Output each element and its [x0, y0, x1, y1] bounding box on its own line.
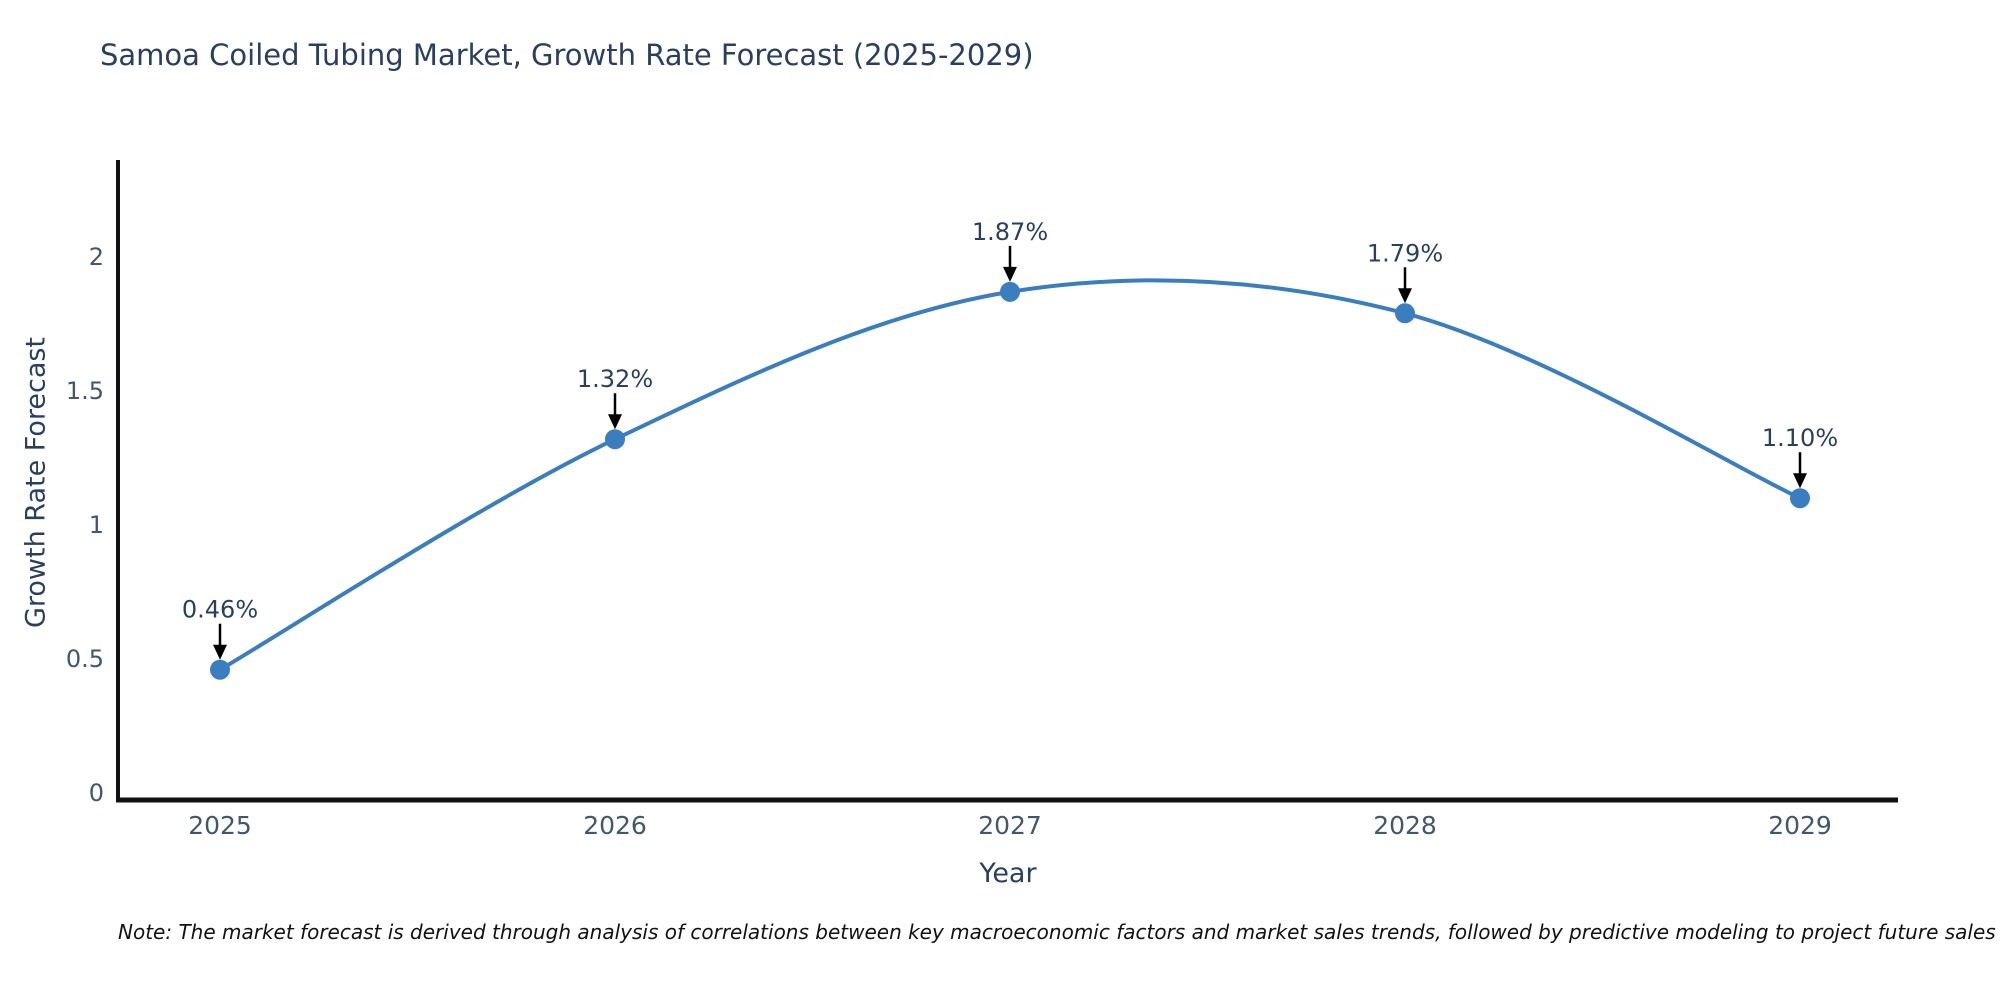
chart-title: Samoa Coiled Tubing Market, Growth Rate …: [100, 38, 1034, 72]
x-tick-label: 2026: [583, 811, 647, 840]
data-point-label: 1.87%: [972, 218, 1048, 246]
data-point-marker: [605, 429, 625, 450]
x-tick-label: 2027: [978, 811, 1042, 840]
data-point-label: 1.79%: [1367, 239, 1443, 267]
data-point-label: 1.10%: [1762, 424, 1838, 452]
annotation-arrowhead: [1793, 473, 1807, 489]
annotation-arrowhead: [1398, 288, 1412, 304]
data-point-label: 1.32%: [577, 365, 653, 393]
x-tick-label: 2025: [188, 811, 252, 840]
annotation-arrowhead: [608, 414, 622, 430]
y-tick-label: 0: [89, 779, 104, 807]
y-tick-label: 0.5: [66, 645, 104, 673]
annotation-arrowhead: [1003, 266, 1017, 282]
x-axis-title: Year: [979, 858, 1037, 889]
data-point-marker: [1000, 281, 1020, 302]
y-tick-label: 2: [89, 243, 104, 271]
annotation-arrowhead: [213, 644, 227, 660]
footnote: Note: The market forecast is derived thr…: [118, 920, 1996, 944]
x-tick-label: 2029: [1768, 811, 1832, 840]
data-point-label: 0.46%: [182, 596, 258, 624]
y-tick-label: 1.5: [66, 377, 104, 405]
data-point-marker: [1395, 303, 1415, 324]
x-tick-label: 2028: [1373, 811, 1437, 840]
trend-line: [218, 278, 1802, 672]
y-axis-title: Growth Rate Forecast: [20, 336, 52, 629]
data-point-marker: [210, 659, 230, 680]
data-point-marker: [1790, 488, 1810, 509]
y-tick-label: 1: [89, 511, 104, 539]
